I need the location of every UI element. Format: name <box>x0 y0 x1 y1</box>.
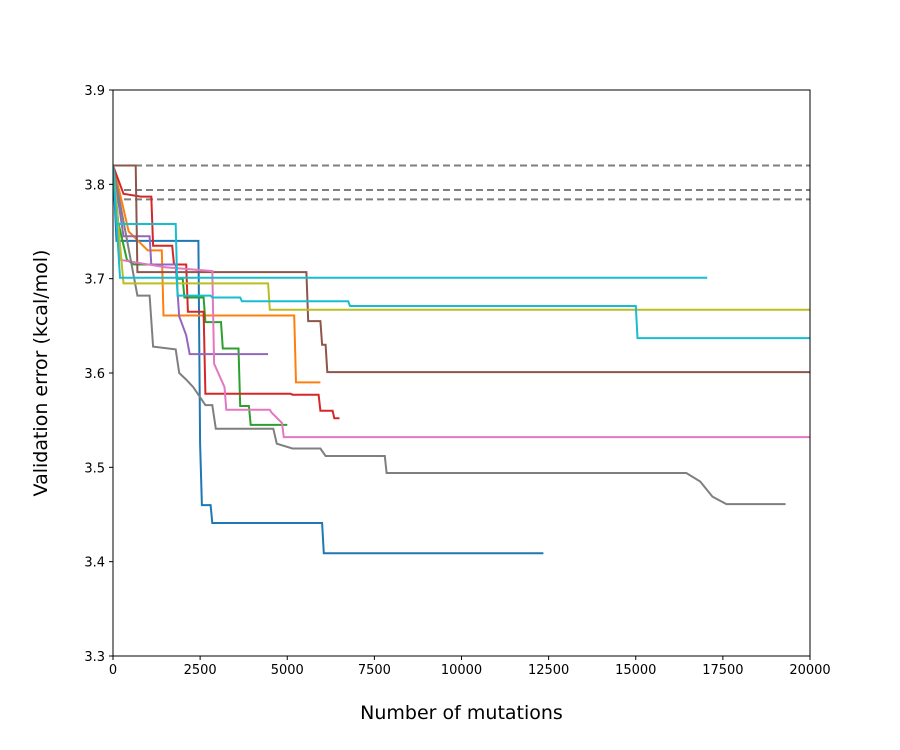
y-tick-label: 3.6 <box>84 367 105 382</box>
y-axis-ticks: 3.3 3.4 3.5 3.6 3.7 3.8 3.9 <box>84 84 113 665</box>
y-tick-label: 3.5 <box>84 461 105 476</box>
x-axis-title: Number of mutations <box>360 702 563 724</box>
x-tick-label: 7500 <box>358 663 391 678</box>
x-tick-label: 0 <box>109 663 117 678</box>
series-line-run-gray <box>113 165 786 506</box>
x-axis-ticks: 0 2500 5000 7500 10000 12500 15000 17500 20000 <box>109 656 831 678</box>
x-tick-label: 2500 <box>184 663 217 678</box>
y-axis-title: Validation error (kcal/mol) <box>30 250 52 497</box>
y-tick-label: 3.4 <box>84 556 105 571</box>
y-tick-label: 3.8 <box>84 178 105 193</box>
plot-frame <box>112 89 811 657</box>
x-tick-label: 12500 <box>528 663 569 678</box>
series-line-run-cyan <box>113 165 810 340</box>
x-tick-label: 10000 <box>441 663 482 678</box>
series-line-run-cyan-2 <box>113 165 708 279</box>
series-line-run-blue <box>113 165 544 555</box>
x-tick-label: 17500 <box>702 663 743 678</box>
series-line-run-orange <box>113 165 321 384</box>
x-tick-label: 20000 <box>789 663 830 678</box>
series-line-run-olive <box>113 165 810 311</box>
reference-lines <box>113 164 810 201</box>
x-tick-label: 15000 <box>615 663 656 678</box>
y-tick-label: 3.9 <box>84 84 105 99</box>
series-lines <box>113 164 810 555</box>
series-line-run-red <box>113 165 340 420</box>
y-tick-label: 3.3 <box>84 650 105 665</box>
series-line-run-brown <box>113 164 810 374</box>
series-line-run-pink <box>113 165 810 439</box>
y-tick-label: 3.7 <box>84 273 105 288</box>
x-tick-label: 5000 <box>271 663 304 678</box>
